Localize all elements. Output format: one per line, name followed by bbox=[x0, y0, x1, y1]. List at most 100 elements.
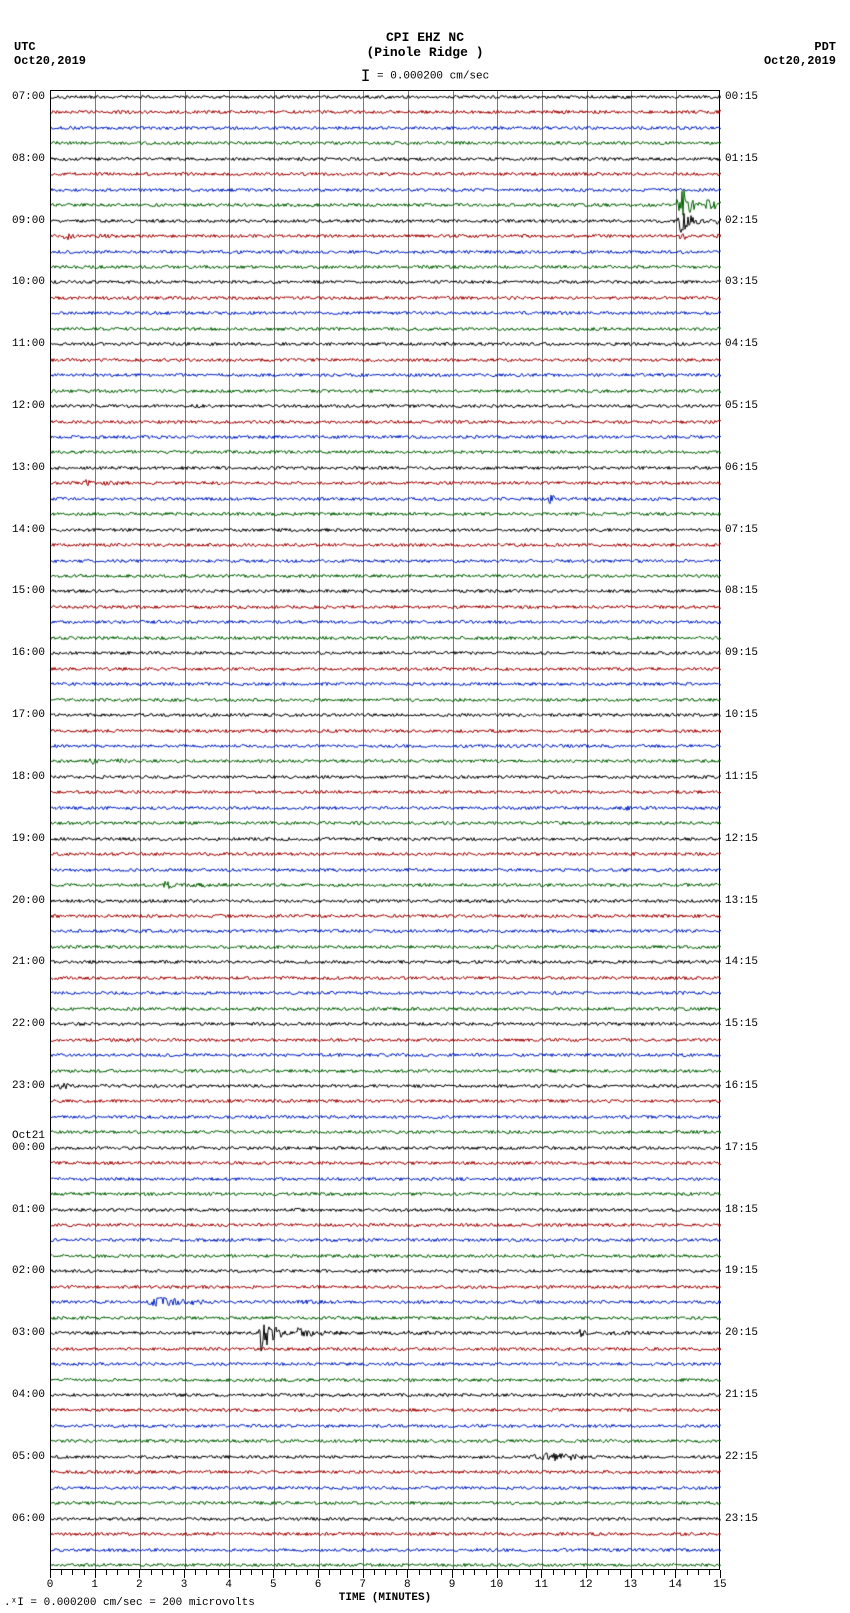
x-tick-minor bbox=[530, 1570, 531, 1575]
x-tick-minor bbox=[206, 1570, 207, 1575]
x-tick-label: 3 bbox=[181, 1579, 188, 1591]
x-tick-minor bbox=[106, 1570, 107, 1575]
x-tick-label: 7 bbox=[359, 1579, 366, 1591]
x-tick-minor bbox=[307, 1570, 308, 1575]
pdt-hour-label: 14:15 bbox=[725, 956, 758, 968]
x-tick-minor bbox=[575, 1570, 576, 1575]
x-tick-minor bbox=[597, 1570, 598, 1575]
x-tick bbox=[452, 1570, 453, 1578]
midnight-date-label: Oct21 bbox=[12, 1130, 45, 1142]
utc-hour-label: 18:00 bbox=[12, 771, 45, 783]
x-tick-minor bbox=[396, 1570, 397, 1575]
right-tz-label: PDT bbox=[764, 40, 836, 54]
x-tick-label: 8 bbox=[404, 1579, 411, 1591]
x-tick-minor bbox=[653, 1570, 654, 1575]
x-tick-minor bbox=[340, 1570, 341, 1575]
x-axis: TIME (MINUTES) 0123456789101112131415 bbox=[50, 1570, 720, 1600]
pdt-hour-label: 15:15 bbox=[725, 1018, 758, 1030]
pdt-hour-label: 03:15 bbox=[725, 276, 758, 288]
x-tick-minor bbox=[519, 1570, 520, 1575]
x-tick-minor bbox=[687, 1570, 688, 1575]
x-tick-label: 10 bbox=[490, 1579, 503, 1591]
pdt-hour-label: 18:15 bbox=[725, 1204, 758, 1216]
x-tick-label: 5 bbox=[270, 1579, 277, 1591]
utc-hour-label: 03:00 bbox=[12, 1327, 45, 1339]
pdt-hour-label: 21:15 bbox=[725, 1389, 758, 1401]
x-tick-label: 1 bbox=[91, 1579, 98, 1591]
pdt-hour-label: 02:15 bbox=[725, 215, 758, 227]
x-tick bbox=[675, 1570, 676, 1578]
x-tick-label: 2 bbox=[136, 1579, 143, 1591]
x-tick-minor bbox=[463, 1570, 464, 1575]
x-tick-minor bbox=[72, 1570, 73, 1575]
utc-hour-label: 21:00 bbox=[12, 956, 45, 968]
x-tick-minor bbox=[151, 1570, 152, 1575]
x-tick-minor bbox=[240, 1570, 241, 1575]
utc-hour-label: 23:00 bbox=[12, 1080, 45, 1092]
x-tick bbox=[318, 1570, 319, 1578]
left-timezone-block: UTC Oct20,2019 bbox=[14, 40, 86, 68]
pdt-hour-label: 05:15 bbox=[725, 400, 758, 412]
x-tick-minor bbox=[374, 1570, 375, 1575]
x-tick-label: 9 bbox=[449, 1579, 456, 1591]
x-tick bbox=[541, 1570, 542, 1578]
x-tick-label: 0 bbox=[47, 1579, 54, 1591]
utc-hour-label: 02:00 bbox=[12, 1265, 45, 1277]
pdt-hour-label: 06:15 bbox=[725, 462, 758, 474]
x-tick-minor bbox=[117, 1570, 118, 1575]
x-tick-minor bbox=[709, 1570, 710, 1575]
utc-hour-label: 06:00 bbox=[12, 1513, 45, 1525]
pdt-hour-label: 01:15 bbox=[725, 153, 758, 165]
x-tick bbox=[631, 1570, 632, 1578]
utc-hour-label: 10:00 bbox=[12, 276, 45, 288]
x-tick-minor bbox=[620, 1570, 621, 1575]
x-tick-minor bbox=[474, 1570, 475, 1575]
pdt-hour-label: 23:15 bbox=[725, 1513, 758, 1525]
x-tick-label: 13 bbox=[624, 1579, 637, 1591]
station-id: CPI EHZ NC bbox=[0, 30, 850, 45]
x-tick-minor bbox=[564, 1570, 565, 1575]
x-tick-minor bbox=[664, 1570, 665, 1575]
x-tick-minor bbox=[195, 1570, 196, 1575]
x-tick-minor bbox=[352, 1570, 353, 1575]
x-tick bbox=[586, 1570, 587, 1578]
x-tick bbox=[95, 1570, 96, 1578]
x-tick-minor bbox=[698, 1570, 699, 1575]
x-tick-minor bbox=[419, 1570, 420, 1575]
x-tick-minor bbox=[385, 1570, 386, 1575]
x-tick-minor bbox=[553, 1570, 554, 1575]
x-tick-minor bbox=[430, 1570, 431, 1575]
utc-hour-label: 12:00 bbox=[12, 400, 45, 412]
x-tick-label: 14 bbox=[669, 1579, 682, 1591]
utc-hour-label: 05:00 bbox=[12, 1451, 45, 1463]
x-tick-minor bbox=[128, 1570, 129, 1575]
utc-hour-label: 17:00 bbox=[12, 709, 45, 721]
right-tz-date: Oct20,2019 bbox=[764, 54, 836, 68]
x-tick bbox=[229, 1570, 230, 1578]
x-tick-minor bbox=[642, 1570, 643, 1575]
x-tick-minor bbox=[251, 1570, 252, 1575]
right-timezone-block: PDT Oct20,2019 bbox=[764, 40, 836, 68]
x-tick-label: 15 bbox=[713, 1579, 726, 1591]
x-tick bbox=[139, 1570, 140, 1578]
x-tick-minor bbox=[162, 1570, 163, 1575]
x-tick bbox=[184, 1570, 185, 1578]
utc-hour-label: 09:00 bbox=[12, 215, 45, 227]
x-tick-label: 11 bbox=[535, 1579, 548, 1591]
left-tz-label: UTC bbox=[14, 40, 86, 54]
x-tick bbox=[50, 1570, 51, 1578]
x-tick-label: 6 bbox=[315, 1579, 322, 1591]
utc-hour-label: 14:00 bbox=[12, 524, 45, 536]
x-tick-minor bbox=[486, 1570, 487, 1575]
utc-hour-label: 11:00 bbox=[12, 338, 45, 350]
footer-scale-note: .ˣI = 0.000200 cm/sec = 200 microvolts bbox=[4, 1597, 255, 1609]
utc-hour-label: 07:00 bbox=[12, 91, 45, 103]
x-tick-minor bbox=[173, 1570, 174, 1575]
station-header: CPI EHZ NC (Pinole Ridge ) bbox=[0, 30, 850, 60]
x-tick-minor bbox=[508, 1570, 509, 1575]
utc-hour-label: 01:00 bbox=[12, 1204, 45, 1216]
x-tick bbox=[407, 1570, 408, 1578]
x-tick bbox=[273, 1570, 274, 1578]
x-tick-minor bbox=[285, 1570, 286, 1575]
seismogram-page: CPI EHZ NC (Pinole Ridge ) I = 0.000200 … bbox=[0, 0, 850, 1613]
